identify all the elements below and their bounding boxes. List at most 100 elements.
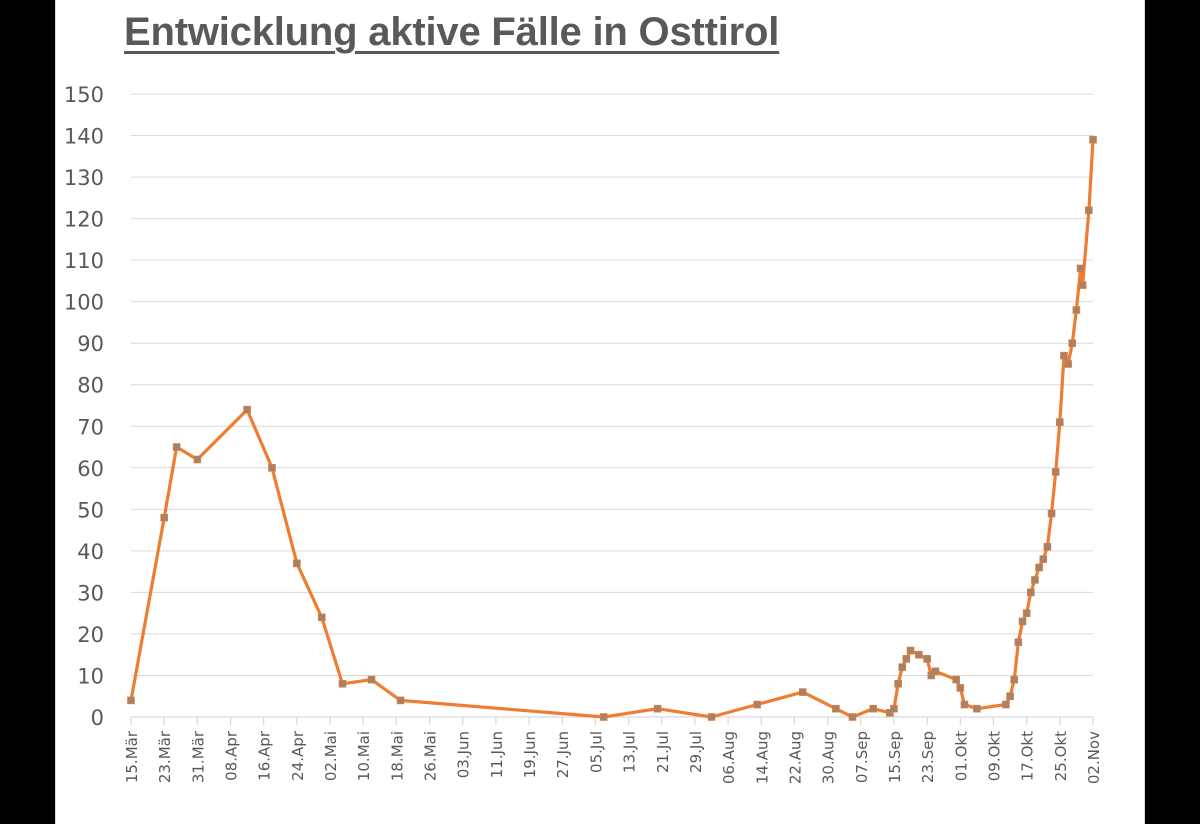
data-point-marker <box>1006 692 1014 701</box>
x-tick-label: 13.Jul <box>621 731 639 773</box>
x-tick-label: 29.Jul <box>687 731 705 773</box>
data-point-marker <box>193 455 202 464</box>
data-point-marker <box>1010 675 1019 684</box>
x-tick-label: 02.Nov <box>1085 731 1103 784</box>
x-tick-label: 19.Jun <box>521 731 539 778</box>
x-tick-label: 26.Mai <box>422 731 440 781</box>
x-tick-label: 18.Mai <box>388 731 406 781</box>
x-tick-label: 08.Apr <box>223 730 241 781</box>
data-point-marker <box>960 700 969 709</box>
data-point-marker <box>973 704 981 713</box>
data-point-marker <box>160 513 168 522</box>
x-tick-label: 10.Mai <box>355 731 373 781</box>
data-point-marker <box>172 443 181 451</box>
x-tick-label: 07.Sep <box>853 731 871 783</box>
x-tick-label: 25.Okt <box>1052 731 1070 781</box>
data-point-marker <box>894 679 902 688</box>
data-point-marker <box>1043 542 1052 551</box>
series-line <box>129 138 1095 719</box>
x-tick-label: 15.Sep <box>886 731 904 783</box>
data-point-marker <box>367 675 376 684</box>
data-point-marker <box>886 709 894 717</box>
data-point-marker <box>1056 418 1064 426</box>
data-point-marker <box>898 663 907 671</box>
data-point-marker <box>1022 609 1031 617</box>
data-point-marker <box>1014 638 1023 647</box>
x-axis <box>130 716 1094 725</box>
data-point-marker <box>1064 360 1072 368</box>
x-axis-labels: 15.Mär 23.Mär 31.Mär 08.Apr 16.Apr 24.Apr 02.M… <box>123 730 1103 784</box>
data-point-marker <box>923 655 931 663</box>
data-point-marker <box>1085 206 1093 215</box>
data-point-marker <box>317 613 326 622</box>
data-point-marker <box>848 713 857 721</box>
y-tick-label: 110 <box>64 249 104 273</box>
y-tick-label: 120 <box>64 208 104 232</box>
data-point-marker <box>753 700 761 709</box>
data-point-marker <box>396 696 405 705</box>
data-point-marker <box>653 704 662 713</box>
y-tick-label: 130 <box>64 166 104 190</box>
data-point-marker <box>127 696 135 705</box>
x-tick-label: 05.Jul <box>587 731 605 773</box>
data-point-marker <box>293 559 301 568</box>
data-point-marker <box>931 667 940 676</box>
x-tick-label: 23.Mär <box>156 730 174 783</box>
data-point-marker <box>338 679 347 688</box>
y-tick-label: 30 <box>77 581 104 605</box>
data-point-marker <box>869 704 878 713</box>
data-point-marker <box>243 405 251 414</box>
x-tick-label: 16.Apr <box>256 730 274 781</box>
x-tick-label: 24.Apr <box>289 730 307 781</box>
gridlines <box>131 93 1093 676</box>
data-point-marker <box>1047 509 1056 518</box>
x-tick-label: 30.Aug <box>820 731 838 784</box>
data-point-marker <box>906 646 915 655</box>
y-tick-label: 40 <box>77 540 104 564</box>
y-tick-label: 10 <box>77 664 104 688</box>
y-tick-label: 100 <box>64 291 104 315</box>
y-tick-label: 50 <box>77 498 104 522</box>
y-tick-label: 20 <box>77 623 104 647</box>
data-point-marker <box>1039 555 1048 563</box>
x-tick-label: 21.Jul <box>654 731 672 773</box>
x-tick-label: 11.Jun <box>488 731 506 778</box>
data-point-marker <box>1027 588 1035 597</box>
y-tick-label: 0 <box>91 706 104 730</box>
x-tick-label: 02.Mai <box>322 731 340 781</box>
x-tick-label: 14.Aug <box>753 731 771 784</box>
x-tick-label: 06.Aug <box>720 731 738 784</box>
series-aktive-faelle <box>127 135 1097 721</box>
data-point-marker <box>1031 576 1039 584</box>
x-tick-label: 27.Jun <box>554 731 572 778</box>
data-point-marker <box>707 713 716 721</box>
x-tick-label: 01.Okt <box>952 731 970 781</box>
data-point-marker <box>902 655 911 663</box>
x-tick-label: 09.Okt <box>985 731 1003 781</box>
data-point-marker <box>956 684 965 692</box>
data-point-marker <box>1076 264 1085 273</box>
y-tick-label: 140 <box>64 125 104 149</box>
x-tick-label: 22.Aug <box>786 731 804 784</box>
y-tick-label: 90 <box>77 332 104 356</box>
data-point-marker <box>1089 135 1097 144</box>
data-point-marker <box>927 671 936 680</box>
data-point-marker <box>1035 563 1043 572</box>
data-point-marker <box>1060 351 1068 360</box>
x-tick-label: 15.Mär <box>123 730 141 783</box>
chart-title: Entwicklung aktive Fälle in Osttirol <box>124 10 780 54</box>
data-point-marker <box>832 704 840 713</box>
data-point-marker <box>1051 468 1060 476</box>
x-tick-label: 23.Sep <box>919 731 937 783</box>
data-point-marker <box>599 713 608 721</box>
y-tick-label: 80 <box>77 374 104 398</box>
data-point-marker <box>1072 306 1081 314</box>
data-point-marker <box>1068 339 1077 348</box>
data-point-marker <box>952 675 960 684</box>
x-tick-label: 03.Jun <box>455 731 473 778</box>
data-point-marker <box>915 650 923 659</box>
data-point-marker <box>268 463 276 472</box>
data-point-marker <box>1002 700 1010 709</box>
x-tick-label: 17.Okt <box>1019 731 1037 781</box>
